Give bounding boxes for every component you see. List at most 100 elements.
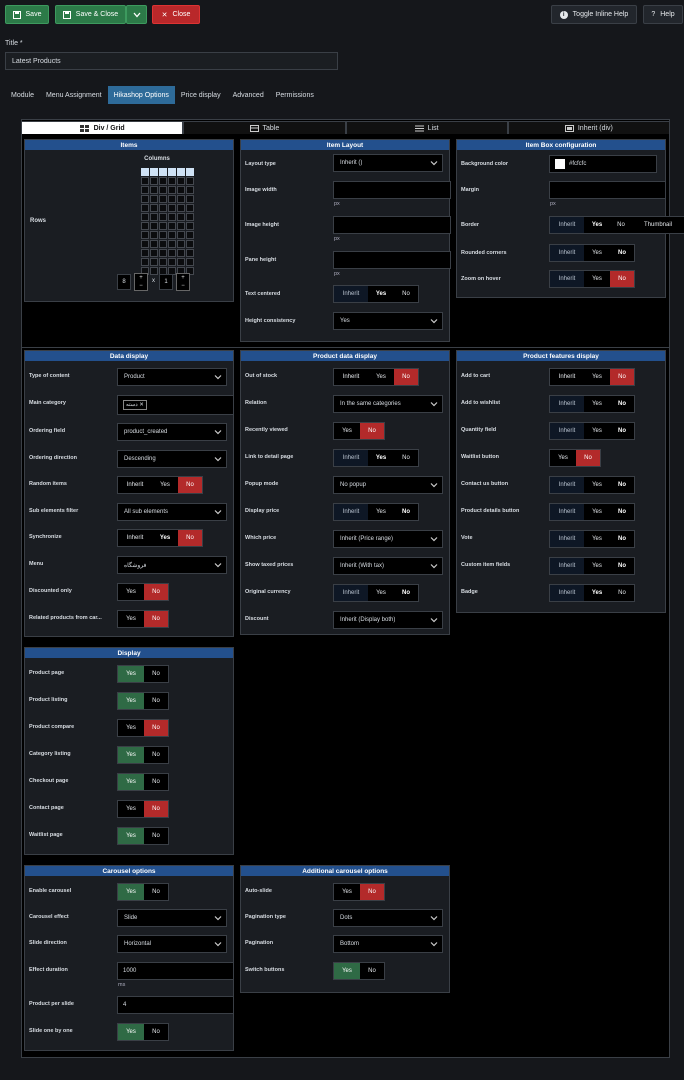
tab-list[interactable]: List	[345, 121, 508, 134]
type-of-content-select[interactable]: Product	[117, 368, 227, 386]
show-taxed-select[interactable]: Inherit (With tax)	[333, 557, 443, 575]
relation-select[interactable]: In the same categories	[333, 395, 443, 413]
ordering-field-select[interactable]: product_created	[117, 423, 227, 441]
option-yes[interactable]: Yes	[584, 585, 610, 601]
grid-cell[interactable]	[141, 231, 149, 239]
option-inherit[interactable]: Inherit	[550, 423, 584, 439]
popup-mode-select[interactable]: No popup	[333, 476, 443, 494]
grid-cell[interactable]	[177, 204, 185, 212]
option-inherit[interactable]: Inherit	[334, 450, 368, 466]
option-yes[interactable]: Yes	[592, 536, 602, 542]
image-width-input[interactable]	[333, 181, 451, 199]
grid-cell[interactable]	[141, 195, 149, 203]
option-yes[interactable]: Yes	[592, 563, 602, 569]
title-input[interactable]: Latest Products	[5, 52, 338, 70]
option-no[interactable]: No	[152, 752, 160, 758]
carousel-effect-select[interactable]: Slide	[117, 909, 227, 927]
grid-cell[interactable]	[150, 267, 158, 275]
option-yes[interactable]: Yes	[334, 963, 360, 979]
option-no[interactable]: No	[152, 889, 160, 895]
grid-cell[interactable]	[141, 258, 149, 266]
option-yes[interactable]: Yes	[376, 374, 386, 380]
grid-cell[interactable]	[186, 177, 194, 185]
option-inherit[interactable]: Inherit	[550, 531, 584, 547]
columns-input[interactable]: 1	[159, 274, 173, 290]
waitlist-page-toggle[interactable]: Yes No	[117, 827, 169, 845]
option-no[interactable]: No	[152, 833, 160, 839]
option-yes[interactable]: Yes	[126, 725, 136, 731]
random-items-toggle[interactable]: Inherit Yes No	[117, 476, 203, 494]
grid-cell[interactable]	[150, 204, 158, 212]
pagination-select[interactable]: Bottom	[333, 935, 443, 953]
quantity-field-toggle[interactable]: Inherit Yes No	[549, 422, 635, 440]
grid-cell[interactable]	[159, 222, 167, 230]
grid-cell[interactable]	[159, 258, 167, 266]
grid-cell[interactable]	[186, 195, 194, 203]
grid-cell[interactable]	[186, 267, 194, 275]
option-yes[interactable]: Yes	[152, 530, 178, 546]
option-inherit[interactable]: Inherit	[550, 217, 584, 233]
option-no[interactable]: No	[610, 531, 634, 547]
grid-cell[interactable]	[159, 177, 167, 185]
grid-cell[interactable]	[159, 231, 167, 239]
option-inherit[interactable]: Inherit	[550, 245, 584, 261]
option-no[interactable]: No	[610, 271, 634, 287]
slide-direction-select[interactable]: Horizontal	[117, 935, 227, 953]
option-inherit[interactable]: Inherit	[126, 482, 144, 488]
option-inherit[interactable]: Inherit	[550, 504, 584, 520]
option-yes[interactable]: Yes	[126, 589, 136, 595]
option-no[interactable]: No	[178, 477, 202, 493]
option-no[interactable]: No	[394, 585, 418, 601]
image-height-input[interactable]	[333, 216, 451, 234]
grid-cell[interactable]	[150, 195, 158, 203]
grid-cell[interactable]	[186, 249, 194, 257]
synchronize-toggle[interactable]: Inherit Yes No	[117, 529, 203, 547]
option-no[interactable]: No	[360, 884, 384, 900]
grid-cell[interactable]	[177, 231, 185, 239]
option-yes[interactable]: Yes	[118, 666, 144, 682]
grid-cell[interactable]	[150, 213, 158, 221]
grid-cell[interactable]	[150, 240, 158, 248]
option-yes[interactable]: Yes	[558, 455, 568, 461]
which-price-select[interactable]: Inherit (Price range)	[333, 530, 443, 548]
rows-stepper[interactable]: + −	[134, 273, 148, 291]
save-dropdown-toggle[interactable]	[126, 5, 147, 24]
grid-cell[interactable]	[186, 240, 194, 248]
option-yes[interactable]: Yes	[368, 450, 394, 466]
option-no[interactable]: No	[610, 477, 634, 493]
option-yes[interactable]: Yes	[368, 286, 394, 302]
grid-cell[interactable]	[177, 177, 185, 185]
option-yes[interactable]: Yes	[584, 217, 610, 233]
one-by-one-toggle[interactable]: Yes No	[117, 1023, 169, 1041]
option-no[interactable]: No	[178, 530, 202, 546]
contact-page-toggle[interactable]: Yes No	[117, 800, 169, 818]
help-button[interactable]: ? Help	[643, 5, 683, 24]
option-yes[interactable]: Yes	[342, 889, 352, 895]
grid-cell[interactable]	[168, 186, 176, 194]
product-page-toggle[interactable]: Yes No	[117, 665, 169, 683]
tab-div-grid[interactable]: Div / Grid	[21, 121, 184, 134]
grid-cell[interactable]	[159, 240, 167, 248]
grid-cell[interactable]	[177, 222, 185, 230]
tab-menu-assignment[interactable]: Menu Assignment	[45, 91, 102, 99]
option-yes[interactable]: Yes	[592, 276, 602, 282]
bg-color-input[interactable]: #fcfcfc	[549, 155, 657, 173]
grid-cell[interactable]	[186, 186, 194, 194]
grid-cell[interactable]	[186, 213, 194, 221]
grid-cell[interactable]	[186, 231, 194, 239]
option-yes[interactable]: Yes	[592, 482, 602, 488]
tab-advanced[interactable]: Advanced	[232, 91, 264, 99]
option-yes[interactable]: Yes	[118, 828, 144, 844]
grid-cell[interactable]	[159, 213, 167, 221]
effect-duration-input[interactable]: 1000	[117, 962, 234, 980]
grid-cell[interactable]	[150, 186, 158, 194]
tab-module[interactable]: Module	[11, 91, 34, 99]
display-price-toggle[interactable]: Inherit Yes No	[333, 503, 419, 521]
option-inherit[interactable]: Inherit	[334, 585, 368, 601]
tab-price-display[interactable]: Price display	[180, 91, 221, 99]
option-no[interactable]: No	[152, 698, 160, 704]
border-toggle[interactable]: Inherit Yes No Thumbnail	[549, 216, 684, 234]
option-inherit[interactable]: Inherit	[334, 504, 368, 520]
grid-cell[interactable]	[177, 213, 185, 221]
grid-cell[interactable]	[168, 240, 176, 248]
